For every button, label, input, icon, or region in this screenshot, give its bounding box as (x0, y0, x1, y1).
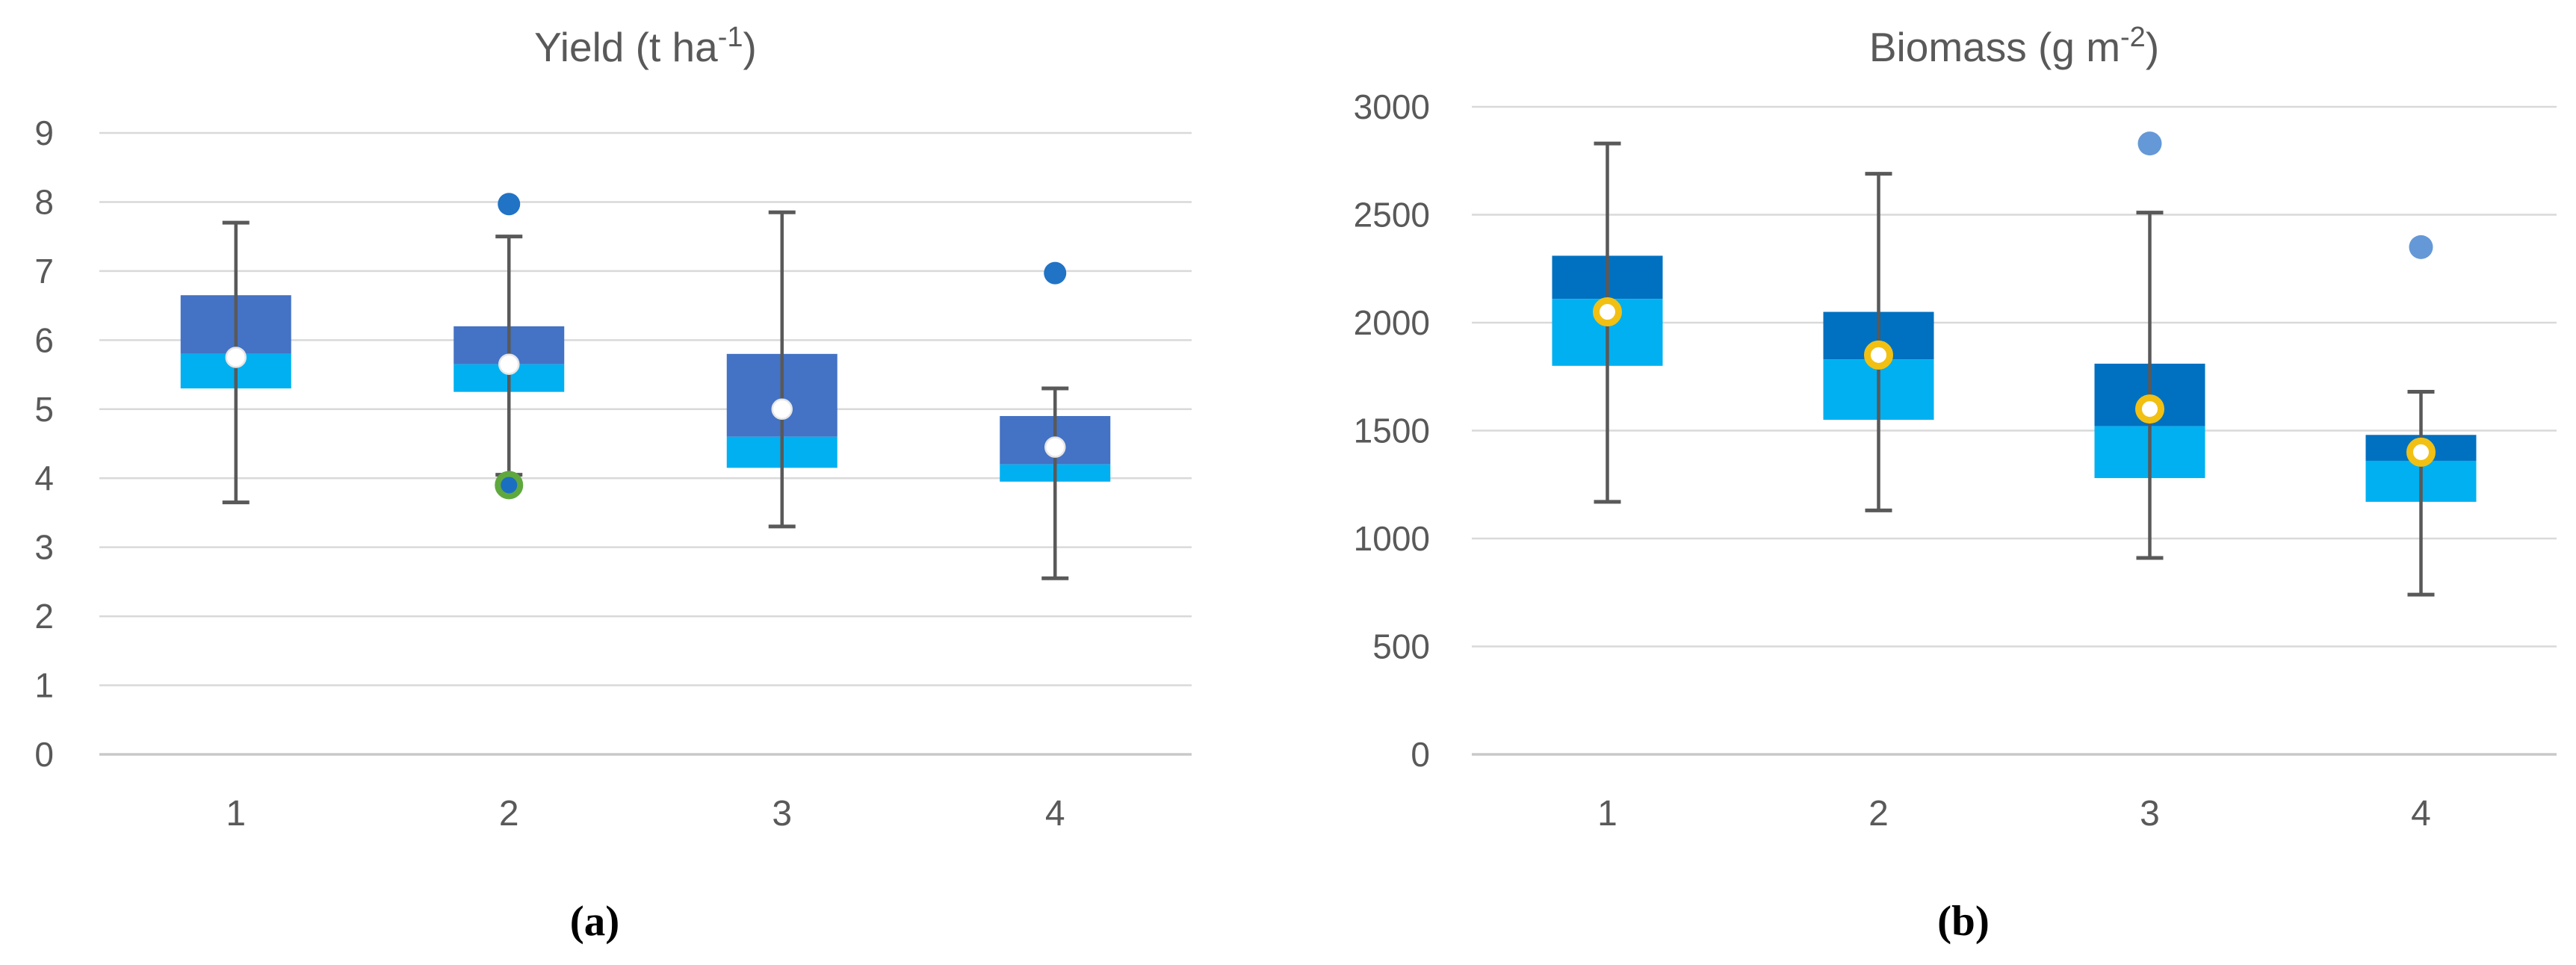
y-tick-label: 6 (34, 320, 54, 359)
outlier-point-green-ring (495, 471, 524, 500)
box-group-2 (1823, 172, 1934, 512)
y-tick-label: 1500 (1354, 412, 1430, 450)
outlier-point (2409, 235, 2433, 259)
y-tick-label: 3 (34, 528, 54, 567)
x-tick-label: 2 (1868, 794, 1889, 834)
y-tick-label: 7 (34, 252, 54, 291)
mean-marker (771, 398, 793, 421)
y-tick-label: 5 (34, 390, 54, 429)
outlier-point (1044, 261, 1067, 285)
yield-boxplot-chart: 0 1 2 3 4 5 6 7 8 9 1 2 3 4 Yield (t ha-1) (a) (34, 22, 1192, 945)
chart-title: Biomass (g m-2) (1869, 22, 2159, 70)
y-tick-label: 3000 (1354, 87, 1430, 126)
x-tick-label: 4 (2411, 794, 2431, 834)
box-group-3 (726, 210, 837, 529)
y-tick-label: 1000 (1354, 519, 1430, 558)
y-tick-label: 2 (34, 597, 54, 636)
mean-marker (1044, 436, 1066, 458)
box-group-4 (2365, 235, 2477, 597)
box-group-3 (2094, 131, 2205, 560)
chart-title: Yield (t ha-1) (534, 22, 757, 70)
mean-marker (1593, 297, 1622, 327)
y-tick-label: 4 (34, 459, 54, 497)
y-tick-label: 8 (34, 182, 54, 221)
x-tick-label: 3 (2140, 794, 2160, 834)
box-group-2 (453, 193, 565, 500)
mean-marker (1864, 340, 1893, 370)
box-group-4 (1000, 261, 1111, 580)
mean-marker (2406, 437, 2436, 467)
x-tick-label: 1 (1597, 794, 1617, 834)
box-group-1 (180, 220, 291, 505)
y-tick-label: 2000 (1354, 303, 1430, 342)
x-tick-label: 2 (499, 794, 519, 834)
panel-a-yield: 0 1 2 3 4 5 6 7 8 9 1 2 3 4 Yield (t ha-1) (a) (34, 22, 1192, 945)
outlier-point (498, 193, 521, 216)
y-tick-label: 9 (34, 114, 54, 152)
panel-b-biomass: 0 500 1000 1500 2000 2500 3000 1 2 3 4 Biomass (g m… (1288, 0, 2576, 965)
y-tick-label: 2500 (1354, 196, 1430, 235)
y-tick-label: 0 (1411, 735, 1430, 774)
mean-marker (225, 347, 247, 368)
x-tick-label: 1 (226, 794, 246, 834)
outlier-point (2137, 131, 2162, 156)
y-tick-label: 500 (1372, 627, 1430, 666)
panel-caption: (a) (570, 898, 619, 945)
y-tick-label: 0 (34, 735, 54, 774)
y-tick-label: 1 (34, 666, 54, 705)
biomass-boxplot-chart: 0 500 1000 1500 2000 2500 3000 1 2 3 4 Biomass (g m… (1354, 22, 2557, 945)
panel-caption: (b) (1937, 898, 1990, 945)
mean-marker (2135, 394, 2164, 424)
mean-marker (498, 353, 520, 375)
x-tick-label: 4 (1045, 794, 1065, 834)
box-group-1 (1552, 141, 1663, 504)
x-tick-label: 3 (772, 794, 792, 834)
